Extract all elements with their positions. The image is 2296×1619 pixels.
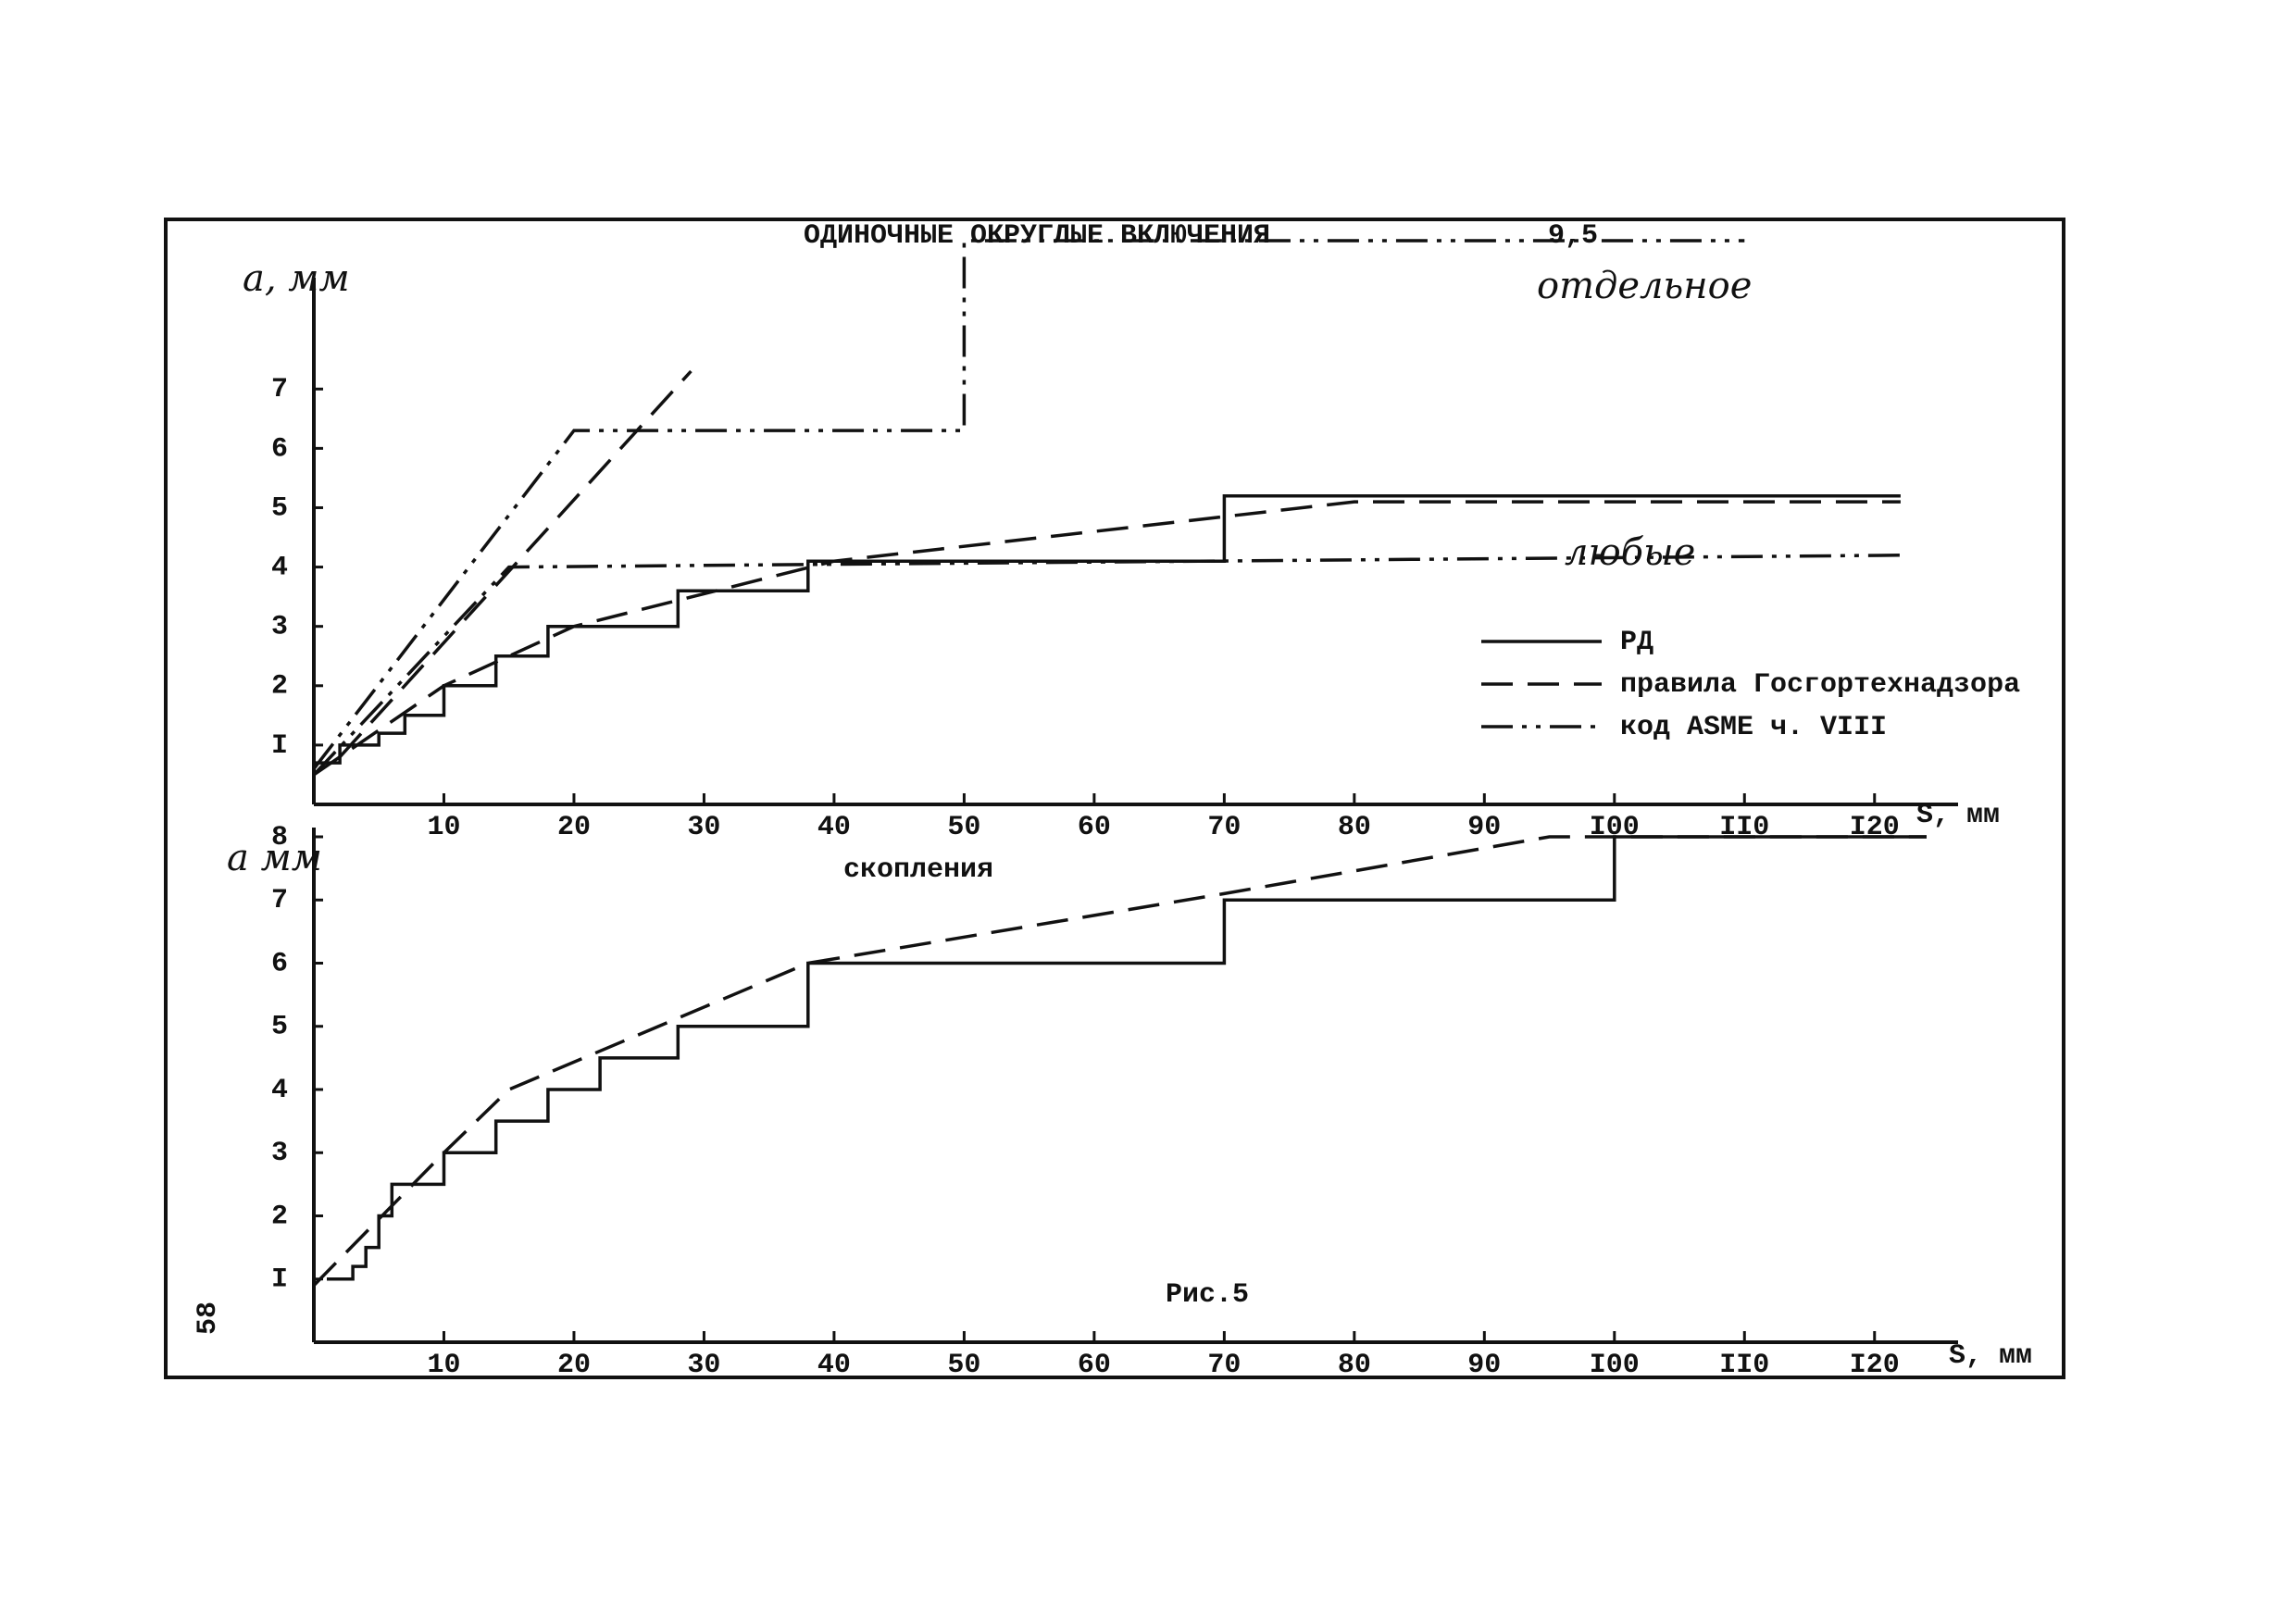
- x-tick-label: 90: [1467, 812, 1501, 843]
- series-line: [314, 493, 1901, 765]
- series-line: [313, 369, 1901, 777]
- legend-label: правила Госгортехнадзора: [1620, 669, 2020, 701]
- y-axis-label: a мм: [227, 837, 322, 879]
- x-tick-label: 40: [817, 812, 851, 843]
- annotation: 9,5: [1548, 220, 1598, 252]
- y-tick-label: 6: [271, 948, 288, 979]
- y-tick-label: 6: [271, 433, 288, 465]
- x-tick-label: 80: [1338, 1350, 1371, 1381]
- y-tick-label: 4: [271, 1075, 288, 1106]
- x-tick-label: 10: [427, 1350, 460, 1381]
- y-tick-label: 5: [271, 1012, 288, 1043]
- x-tick-label: I20: [1850, 1350, 1900, 1381]
- y-tick-label: 8: [271, 822, 288, 853]
- x-axis-label: S, мм: [1949, 1340, 2032, 1372]
- y-tick-label: 2: [271, 671, 288, 703]
- y-axis-label: a, мм: [243, 257, 350, 300]
- y-tick-label: I: [271, 730, 288, 762]
- y-tick-label: 5: [271, 492, 288, 524]
- page-number: 58: [193, 1301, 224, 1335]
- x-tick-label: 90: [1467, 1350, 1501, 1381]
- y-tick-label: 3: [271, 1138, 288, 1169]
- figure-caption: Рис.5: [1166, 1279, 1249, 1311]
- x-tick-label: I00: [1590, 1350, 1640, 1381]
- y-tick-label: I: [271, 1264, 288, 1296]
- series-line: [312, 239, 1901, 777]
- y-tick-label: 4: [271, 553, 288, 584]
- x-tick-label: 70: [1207, 1350, 1241, 1381]
- x-tick-label: 10: [427, 812, 460, 843]
- x-tick-label: 20: [557, 1350, 591, 1381]
- annotation: любые: [1565, 531, 1695, 574]
- y-tick-label: 7: [271, 374, 288, 405]
- x-tick-label: 60: [1078, 1350, 1111, 1381]
- x-tick-label: 50: [947, 1350, 980, 1381]
- x-tick-label: 50: [947, 812, 980, 843]
- x-tick-label: 20: [557, 812, 591, 843]
- chart-title: ОДИНОЧНЫЕ ОКРУГЛЫЕ ВКЛЮЧЕНИЯ: [804, 220, 1270, 252]
- frame: [164, 218, 2065, 1379]
- legend-label: код ASME ч. VIII: [1620, 712, 1887, 743]
- y-tick-label: 7: [271, 885, 288, 916]
- x-tick-label: II0: [1719, 1350, 1769, 1381]
- x-tick-label: 70: [1207, 812, 1241, 843]
- x-tick-label: 80: [1338, 812, 1371, 843]
- chart-title: скопления: [843, 854, 993, 886]
- y-tick-label: 2: [271, 1201, 288, 1232]
- legend-label: РД: [1620, 627, 1653, 658]
- x-tick-label: 60: [1078, 812, 1111, 843]
- x-tick-label: 30: [687, 1350, 720, 1381]
- x-tick-label: 30: [687, 812, 720, 843]
- series-line: [327, 835, 1927, 1281]
- x-tick-label: I20: [1850, 812, 1900, 843]
- series-line: [312, 835, 1927, 1287]
- y-tick-label: 3: [271, 612, 288, 643]
- x-tick-label: 40: [817, 1350, 851, 1381]
- annotation: отдельное: [1537, 265, 1752, 307]
- x-tick-label: II0: [1719, 812, 1769, 843]
